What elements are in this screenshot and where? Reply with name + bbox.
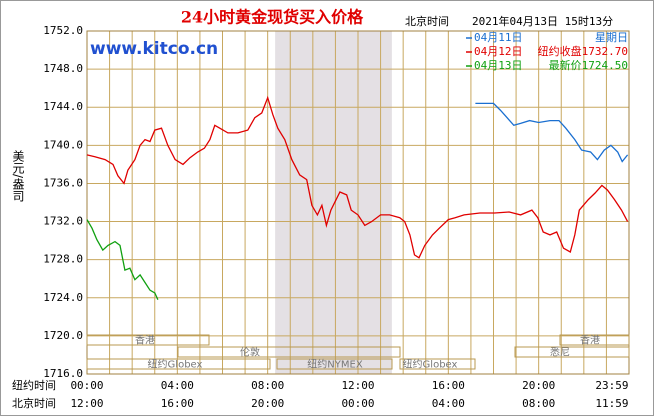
y-tick-label: 1724.0: [43, 291, 83, 304]
time-label: 北京时间: [405, 14, 449, 28]
x-tick-label: 20:00: [522, 379, 555, 392]
x-row-label: 北京时间: [12, 396, 56, 410]
x2-tick-label: 11:59: [595, 397, 628, 410]
x2-tick-label: 00:00: [341, 397, 374, 410]
legend-note: 纽约收盘1732.70: [538, 44, 628, 58]
chart-title: 24小时黄金现货买入价格: [181, 8, 364, 27]
x2-tick-label: 12:00: [70, 397, 103, 410]
timestamp: 2021年04月13日 15时13分: [472, 14, 613, 28]
market-bar: [86, 358, 271, 370]
x-tick-label: 16:00: [432, 379, 465, 392]
market-label: 伦敦: [240, 346, 260, 359]
legend-note: 星期日: [595, 31, 628, 44]
x-tick-label: 23:59: [595, 379, 628, 392]
legend-label: 04月11日: [474, 31, 523, 44]
y-tick-label: 1720.0: [43, 329, 83, 342]
y-tick-label: 1716.0: [43, 367, 83, 380]
y-tick-label: 1740.0: [43, 138, 83, 151]
y-tick-label: 1748.0: [43, 62, 83, 75]
market-bar: [559, 334, 630, 346]
y-tick-label: 1732.0: [43, 215, 83, 228]
legend-label: 04月12日: [474, 45, 523, 58]
series-line: [475, 102, 629, 163]
x2-tick-label: 04:00: [432, 397, 465, 410]
market-label: 纽约NYMEX: [307, 358, 363, 371]
market-label: 香港: [580, 335, 600, 347]
x-row-label: 纽约时间: [12, 378, 56, 392]
y-axis-label: 美元/盎司: [11, 150, 25, 202]
x-tick-label: 00:00: [70, 379, 103, 392]
y-tick-label: 1736.0: [43, 176, 83, 189]
market-bar: [276, 358, 393, 370]
market-bar: [514, 346, 630, 358]
legend-note: 最新价1724.50: [549, 58, 628, 72]
market-bar: [177, 346, 401, 358]
y-tick-label: 1744.0: [43, 100, 83, 113]
y-tick-label: 1728.0: [43, 253, 83, 266]
market-label: 纽约Globex: [148, 358, 203, 371]
x-tick-label: 08:00: [251, 379, 284, 392]
market-label: 悉尼: [550, 347, 570, 359]
session-shade: [275, 31, 392, 374]
x-tick-label: 12:00: [341, 379, 374, 392]
y-tick-label: 1752.0: [43, 24, 83, 37]
watermark: www.kitco.cn: [90, 39, 218, 59]
market-bar: [399, 358, 476, 370]
legend-label: 04月13日: [474, 59, 523, 72]
x-tick-label: 04:00: [161, 379, 194, 392]
x2-tick-label: 08:00: [522, 397, 555, 410]
market-label: 香港: [135, 335, 155, 347]
x2-tick-label: 16:00: [161, 397, 194, 410]
x2-tick-label: 20:00: [251, 397, 284, 410]
series-line: [86, 95, 629, 259]
plot-border: [86, 30, 630, 375]
market-bar: [86, 334, 210, 346]
series-line: [86, 219, 159, 300]
market-label: 纽约Globex: [403, 358, 458, 371]
